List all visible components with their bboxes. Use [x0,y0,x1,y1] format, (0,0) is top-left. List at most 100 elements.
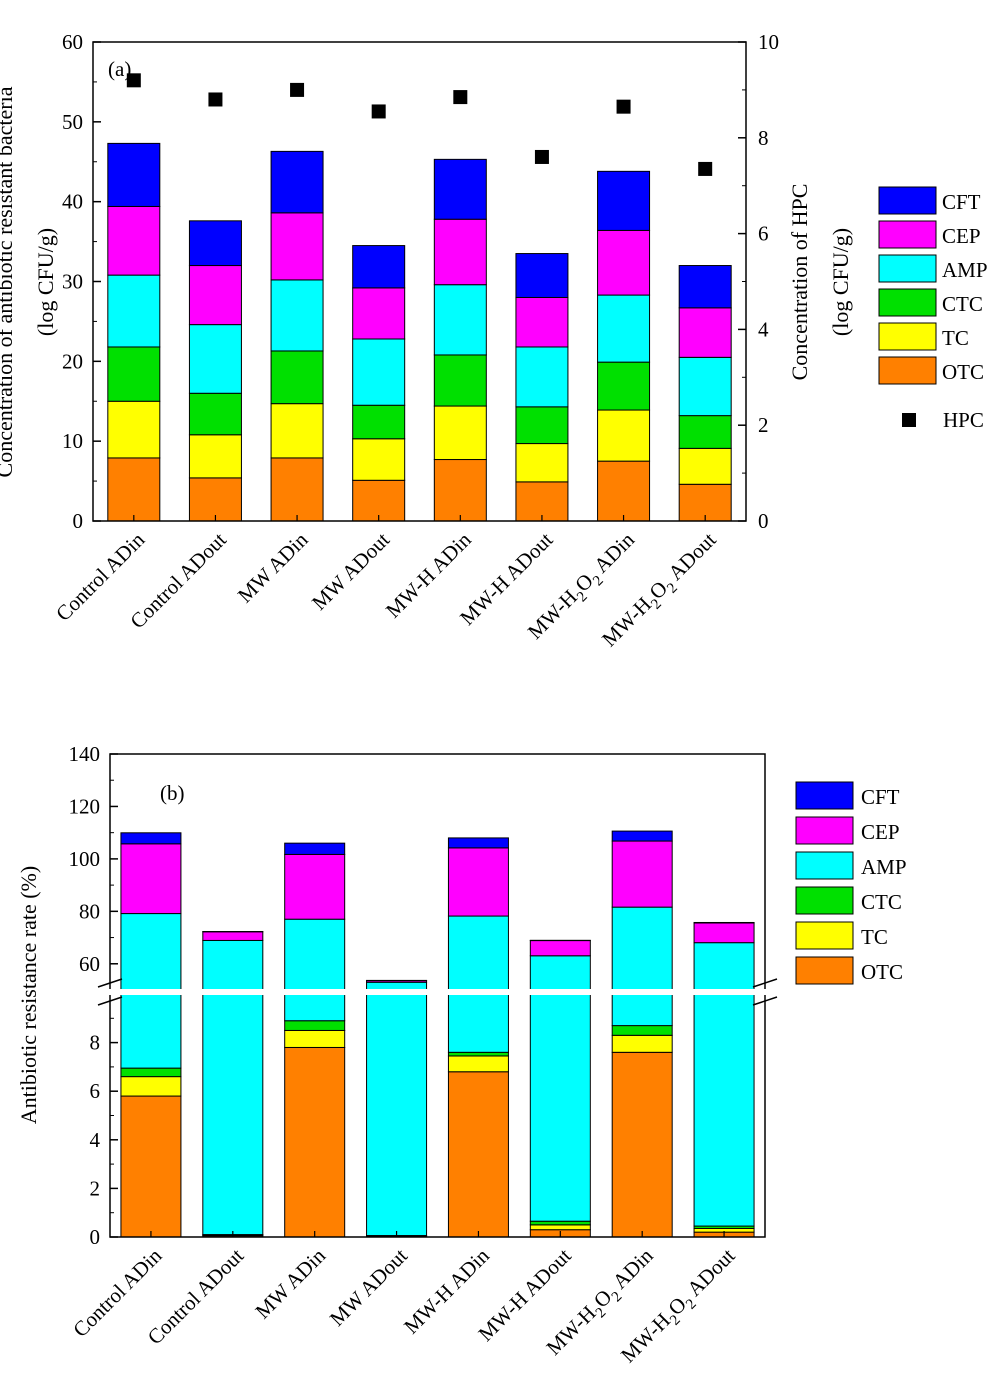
bar-amp [447,915,509,991]
y-tick-label: 4 [90,1128,101,1152]
bar-cft [120,832,182,845]
hpc-point [126,73,141,88]
legend-swatch-cep [878,220,937,249]
legend-label-ctc: CTC [942,292,983,316]
bar-cep [597,229,651,296]
y-tick-label: 20 [62,349,83,373]
legend-label-ctc: CTC [861,890,902,914]
y-axis-units: (log CFU/g) [33,228,58,336]
bar-cep [515,296,569,348]
bar-amp [107,274,161,348]
y-axis-title: Antibiotic resistance rate (%) [16,866,41,1124]
axis-break-mark-left [97,978,123,1006]
bar-cep [678,307,732,358]
bar-cep [270,212,324,281]
bar-cft [693,921,755,924]
bar-amp [188,324,242,394]
bar-tc [597,409,651,462]
y-tick-label: 140 [69,742,101,766]
bar-cft [611,830,673,842]
bar-cft [515,253,569,298]
hpc-point [208,92,223,107]
legend-label-tc: TC [861,925,888,949]
y2-tick-label: 0 [758,509,769,533]
y2-tick-label: 6 [758,222,769,246]
legend-label-otc: OTC [861,960,903,984]
bar-otc [352,479,406,522]
legend-swatch-ctc [878,288,937,317]
bar-ctc [284,1020,346,1031]
bar-tc [529,1224,591,1231]
bar-otc [270,457,324,522]
bar-cep [202,931,264,941]
bar-tc [270,403,324,459]
hpc-point [534,149,549,164]
y-tick-label: 40 [62,190,83,214]
bar-ctc [188,392,242,436]
legend-swatch-otc [878,356,937,385]
panel-label: (a) [108,57,131,81]
bar-cft [107,142,161,207]
bar-amp [120,993,182,1069]
bar-otc [597,460,651,522]
y-tick-label: 60 [62,30,83,54]
y2-tick-label: 8 [758,126,769,150]
bar-otc [284,1046,346,1238]
bar-otc [611,1051,673,1238]
bar-tc [433,405,487,461]
y-axis-title: Concentration of antibiotic resistant ba… [0,86,17,477]
bar-cft [433,158,487,220]
bar-otc [120,1095,182,1238]
y-tick-label: 6 [90,1079,101,1103]
bar-cep [284,853,346,920]
hpc-point [371,104,386,119]
legend-swatch-amp [878,254,937,283]
legend-swatch-otc [795,956,854,985]
legend-swatch-cep [795,816,854,845]
bar-otc [678,483,732,522]
bar-cep [529,940,591,957]
bar-cft [597,170,651,231]
bar-tc [447,1055,509,1073]
bar-tc [107,400,161,459]
legend-label-otc: OTC [942,360,984,384]
axis-break-mark-right [752,978,778,1006]
hpc-point [616,99,631,114]
bar-cep [120,843,182,915]
legend-swatch-cft [878,186,937,215]
bar-ctc [597,361,651,411]
legend-label-cft: CFT [942,190,981,214]
bar-amp [693,993,755,1227]
legend-swatch-amp [795,851,854,880]
bar-tc [284,1029,346,1048]
bar-cep [188,265,242,326]
bar-otc [515,481,569,522]
y-tick-label: 10 [62,429,83,453]
hpc-point [290,82,305,97]
bar-amp [270,279,324,352]
y-tick-label: 100 [69,847,101,871]
bar-amp [529,993,591,1222]
bar-otc [433,459,487,522]
y2-tick-label: 2 [758,413,769,437]
bar-cft [352,245,406,289]
bar-otc [447,1071,509,1238]
hpc-point [453,90,468,105]
y2-tick-label: 10 [758,30,779,54]
y-tick-label: 50 [62,110,83,134]
legend-swatch-tc [878,322,937,351]
y-tick-label: 0 [90,1225,101,1249]
bar-otc [107,457,161,522]
bar-cft [678,265,732,309]
bar-ctc [515,406,569,445]
y2-axis-units: (log CFU/g) [828,228,853,336]
bar-cep [433,218,487,286]
y-tick-label: 8 [90,1031,101,1055]
bar-tc [678,447,732,485]
bar-tc [352,438,406,481]
bar-ctc [270,350,324,405]
legend-swatch-hpc [902,413,916,427]
hpc-point [698,161,713,176]
bar-amp [120,913,182,991]
